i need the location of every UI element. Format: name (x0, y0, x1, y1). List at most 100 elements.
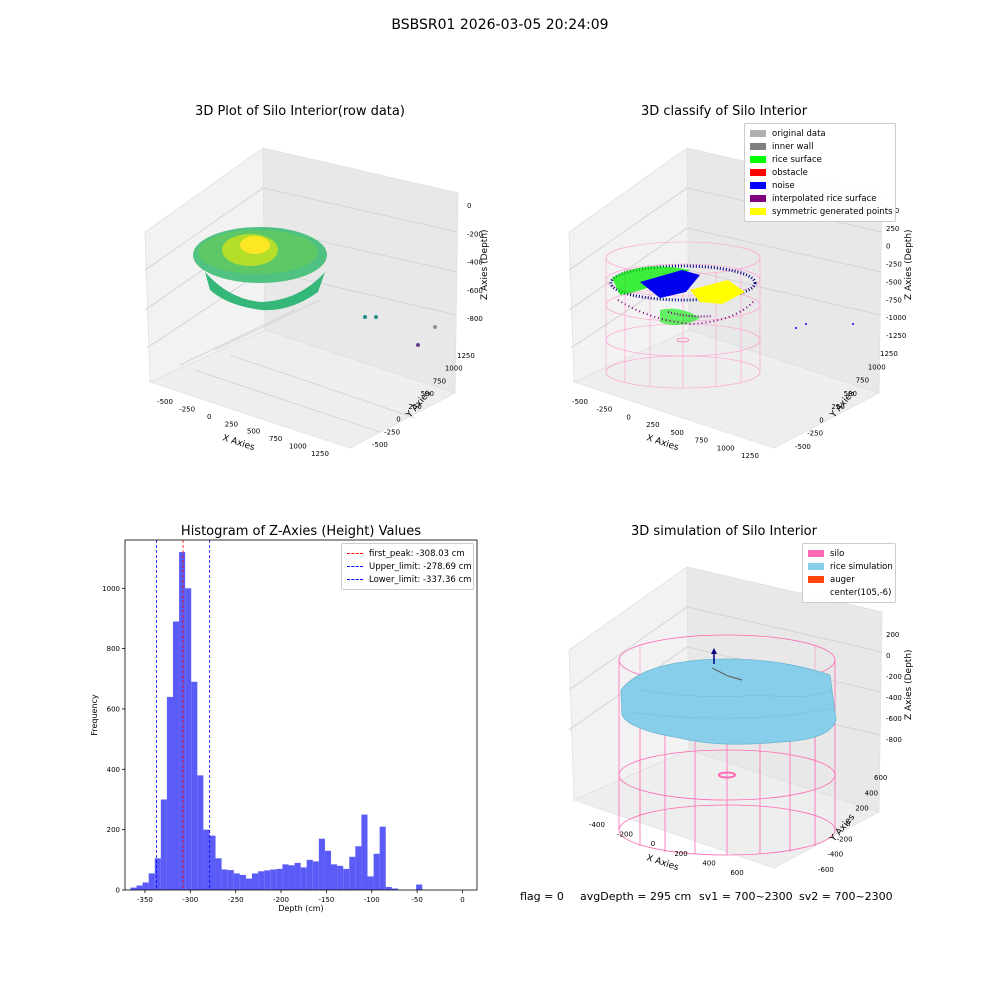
legend-swatch (750, 156, 766, 163)
legend-line (347, 579, 363, 580)
histogram-bar (191, 681, 198, 890)
histogram-bar (215, 858, 222, 890)
legend-label: rice simulation (830, 561, 893, 572)
histogram-bar (300, 867, 307, 890)
legend-label: original data (772, 128, 826, 139)
legend-first-peak: first_peak: -308.03 cm (347, 547, 468, 560)
panel1-x-tick-label: -500 (157, 398, 173, 406)
panel1-y-tick-label: 250 (408, 403, 421, 411)
legend-swatch (750, 143, 766, 150)
histogram-bar (331, 864, 338, 890)
histogram-bar (367, 876, 374, 890)
panel2-title: 3D classify of Silo Interior (640, 104, 808, 119)
legend-label: inner wall (772, 141, 814, 152)
rice-simulation-surface (620, 658, 837, 745)
histogram-bar (172, 621, 180, 890)
status-sv1: sv1 = 700~2300 (699, 890, 793, 903)
histogram-bar (239, 874, 246, 890)
panel4-x-tick-label: -200 (617, 831, 633, 839)
legend-line (347, 566, 363, 567)
legend-symmetric-generated-points: symmetric generated points (750, 205, 893, 218)
histogram-ylabel: Frequency (90, 694, 99, 736)
histogram-bar (185, 588, 192, 890)
auger-marker (711, 648, 717, 664)
panel4-y-tick-label: -200 (837, 835, 853, 843)
panel1-x-tick-label: 1250 (311, 450, 329, 458)
legend-swatch (808, 550, 824, 557)
histogram-bar (324, 850, 332, 890)
panel2-y-tick-label: 1250 (880, 350, 898, 358)
histogram-bar (391, 888, 398, 890)
histogram-bar (233, 873, 240, 890)
histogram-bar (142, 882, 149, 890)
panel1-x-tick-label: 1000 (289, 443, 307, 451)
status-sv2: sv2 = 700~2300 (799, 890, 893, 903)
panel3-title: Histogram of Z-Axies (Height) Values (180, 524, 422, 539)
histogram-bar (288, 865, 295, 890)
panel2-y-tick-label: 750 (856, 377, 869, 385)
histogram-y-tick-label: 400 (107, 766, 120, 774)
legend-label: symmetric generated points (772, 206, 893, 217)
panel4-x-tick-label: 600 (730, 869, 743, 877)
panel2-x-tick-label: 1000 (717, 444, 735, 452)
status-avg-depth: avgDepth = 295 cm (580, 890, 692, 903)
panel1-z-tick-label: -600 (467, 287, 483, 295)
panel2-z-tick-label: -1000 (886, 314, 906, 322)
panel2-y-tick-label: 500 (844, 390, 857, 398)
panel1-y-tick-label: -500 (372, 441, 388, 449)
panel4-z-tick-label: -800 (886, 736, 902, 744)
legend-label: noise (772, 180, 795, 191)
panel4-x-tick-label: -400 (589, 821, 605, 829)
histogram-bar (416, 884, 423, 890)
panel2-y-tick-label: -500 (795, 443, 811, 451)
histogram-y-tick-label: 1000 (102, 585, 120, 593)
panel1-scatter-cloud (193, 227, 437, 347)
legend-line (347, 553, 363, 554)
panel1-zlabel: Z Axies (Depth) (480, 229, 490, 300)
legend-original-data: original data (750, 127, 890, 140)
legend-label: first_peak: -308.03 cm (369, 548, 465, 559)
legend-label: interpolated rice surface (772, 193, 877, 204)
panel2-zlabel: Z Axies (Depth) (904, 229, 914, 300)
panel2-x-tick-label: 500 (670, 429, 683, 437)
panel4-z-tick-label: 0 (886, 652, 890, 660)
histogram-bar (379, 826, 386, 890)
histogram-bar (258, 871, 265, 890)
panel1-z-ticks: -800 -600 -400 -200 0 (467, 202, 483, 323)
histogram-x-tick-label: -50 (411, 896, 422, 904)
histogram-bar (160, 799, 167, 890)
histogram-bars (130, 552, 423, 890)
panel4-y-tick-label: 200 (855, 805, 868, 813)
panel2-legend: original data inner wall rice surface ob… (744, 123, 896, 222)
panel2-x-tick-label: -250 (596, 406, 612, 414)
histogram-bar (245, 878, 253, 890)
histogram-x-tick-label: -350 (137, 896, 153, 904)
panel4-x-tick-label: 0 (651, 840, 655, 848)
legend-swatch (750, 130, 766, 137)
histogram-bar (221, 869, 228, 890)
histogram-bar (312, 861, 319, 890)
panel1-y-tick-label: -250 (384, 428, 400, 436)
panel2-z-tick-label: 0 (886, 243, 890, 251)
histogram-y-tick-label: 0 (116, 887, 120, 895)
legend-swatch (750, 208, 766, 215)
histogram-bar (227, 870, 234, 890)
panel1-y-tick-label: 1250 (457, 352, 475, 360)
histogram-x-tick-label: -150 (318, 896, 334, 904)
histogram-bar (373, 853, 380, 890)
legend-label: Upper_limit: -278.69 cm (369, 561, 472, 572)
histogram-bar (252, 873, 259, 890)
panel4-y-tick-label: -600 (818, 866, 834, 874)
histogram-x-tick-label: -250 (228, 896, 244, 904)
histogram-bar (264, 870, 271, 890)
histogram-x-ticks: -350 -300 -250 -200 -150 -100 -50 0 (137, 890, 465, 904)
panel4-x-tick-label: 400 (702, 859, 715, 867)
histogram-bar (130, 887, 137, 890)
legend-swatch (750, 195, 766, 202)
legend-swatch (750, 182, 766, 189)
panel2-z-tick-label: 250 (886, 225, 899, 233)
histogram-bar (361, 814, 368, 890)
panel2-classified-points (609, 264, 854, 329)
